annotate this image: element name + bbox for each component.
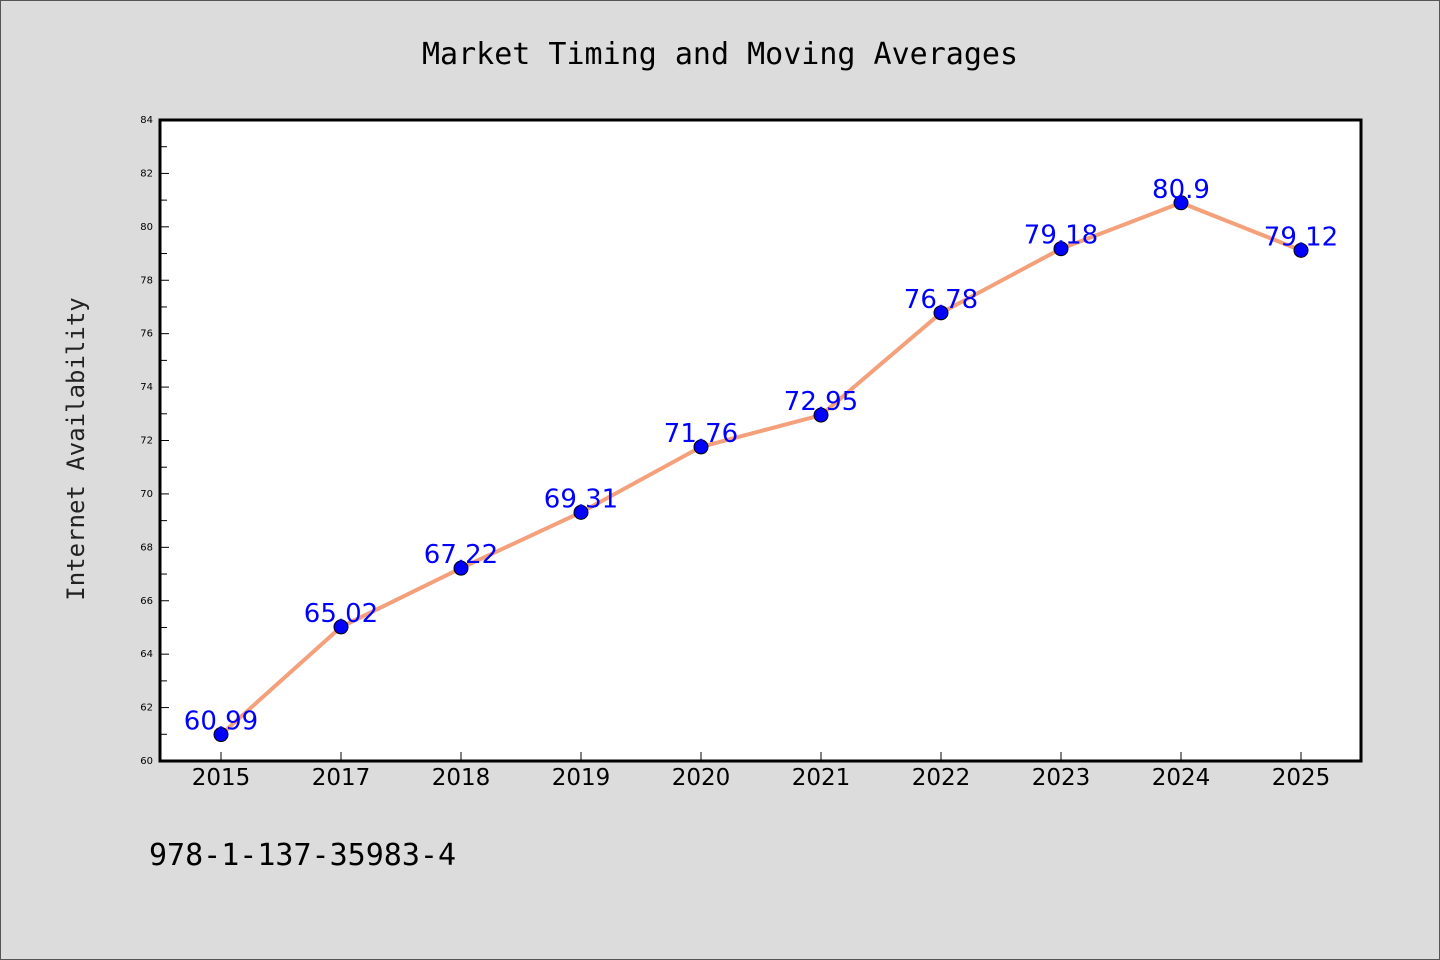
data-point xyxy=(1293,242,1309,258)
data-label: 60.99 xyxy=(184,707,258,737)
y-tick-label: 66 xyxy=(140,596,153,607)
x-tick-label: 2018 xyxy=(432,765,491,791)
data-label: 72.95 xyxy=(784,387,858,417)
series-layer xyxy=(213,195,1309,743)
series-line xyxy=(219,200,1302,737)
y-tick-label: 70 xyxy=(140,489,153,500)
x-tick-label: 2019 xyxy=(552,765,611,791)
data-label: 79.18 xyxy=(1024,221,1098,251)
data-label-layer: 60.99 65.02 67.22 69.31 71.76 72.95 76.78 79.18… xyxy=(184,175,1338,737)
y-tick-label: 64 xyxy=(140,649,153,660)
y-tick-label: 78 xyxy=(140,275,153,286)
x-tick-label: 2025 xyxy=(1272,765,1331,791)
data-point xyxy=(453,560,469,576)
data-point xyxy=(693,439,709,455)
x-tick-label: 2015 xyxy=(192,765,251,791)
y-tick-label: 84 xyxy=(140,115,153,126)
data-label: 65.02 xyxy=(304,599,378,629)
x-tick-label: 2022 xyxy=(912,765,971,791)
y-tick-label: 74 xyxy=(140,382,153,393)
x-tick-label: 2020 xyxy=(672,765,731,791)
data-point xyxy=(333,619,349,635)
data-point xyxy=(933,305,949,321)
x-tick-label: 2017 xyxy=(312,765,371,791)
plot-area xyxy=(158,118,1363,763)
chart-title: Market Timing and Moving Averages xyxy=(422,37,1018,72)
y-tick-label: 76 xyxy=(140,329,153,340)
data-point xyxy=(1173,195,1189,211)
data-label: 69.31 xyxy=(544,484,618,514)
x-tick-label: 2021 xyxy=(792,765,851,791)
footer-isbn: 978-1-137-35983-4 xyxy=(149,838,456,873)
data-point xyxy=(213,727,229,743)
y-tick-label: 72 xyxy=(140,436,153,447)
x-axis-ticks: 2015 2017 2018 2019 2020 2021 2022 2023 2024 2025 xyxy=(192,752,1331,791)
data-label: 79.12 xyxy=(1264,222,1338,252)
data-label: 76.78 xyxy=(904,285,978,315)
y-tick-label: 62 xyxy=(140,703,153,714)
data-point xyxy=(573,504,589,520)
y-axis-label: Internet Availability xyxy=(62,297,90,600)
data-label: 80.9 xyxy=(1152,175,1210,205)
x-tick-label: 2023 xyxy=(1032,765,1091,791)
y-tick-label: 80 xyxy=(140,222,153,233)
data-label: 71.76 xyxy=(664,419,738,449)
y-tick-label: 68 xyxy=(140,542,153,553)
y-axis-ticks: 60 62 64 66 68 70 72 74 76 78 80 82 84 xyxy=(140,115,169,767)
y-tick-label: 82 xyxy=(140,168,153,179)
y-tick-label: 60 xyxy=(140,756,153,767)
data-point xyxy=(1053,241,1069,257)
data-point xyxy=(813,407,829,423)
data-label: 67.22 xyxy=(424,540,498,570)
x-tick-label: 2024 xyxy=(1152,765,1211,791)
